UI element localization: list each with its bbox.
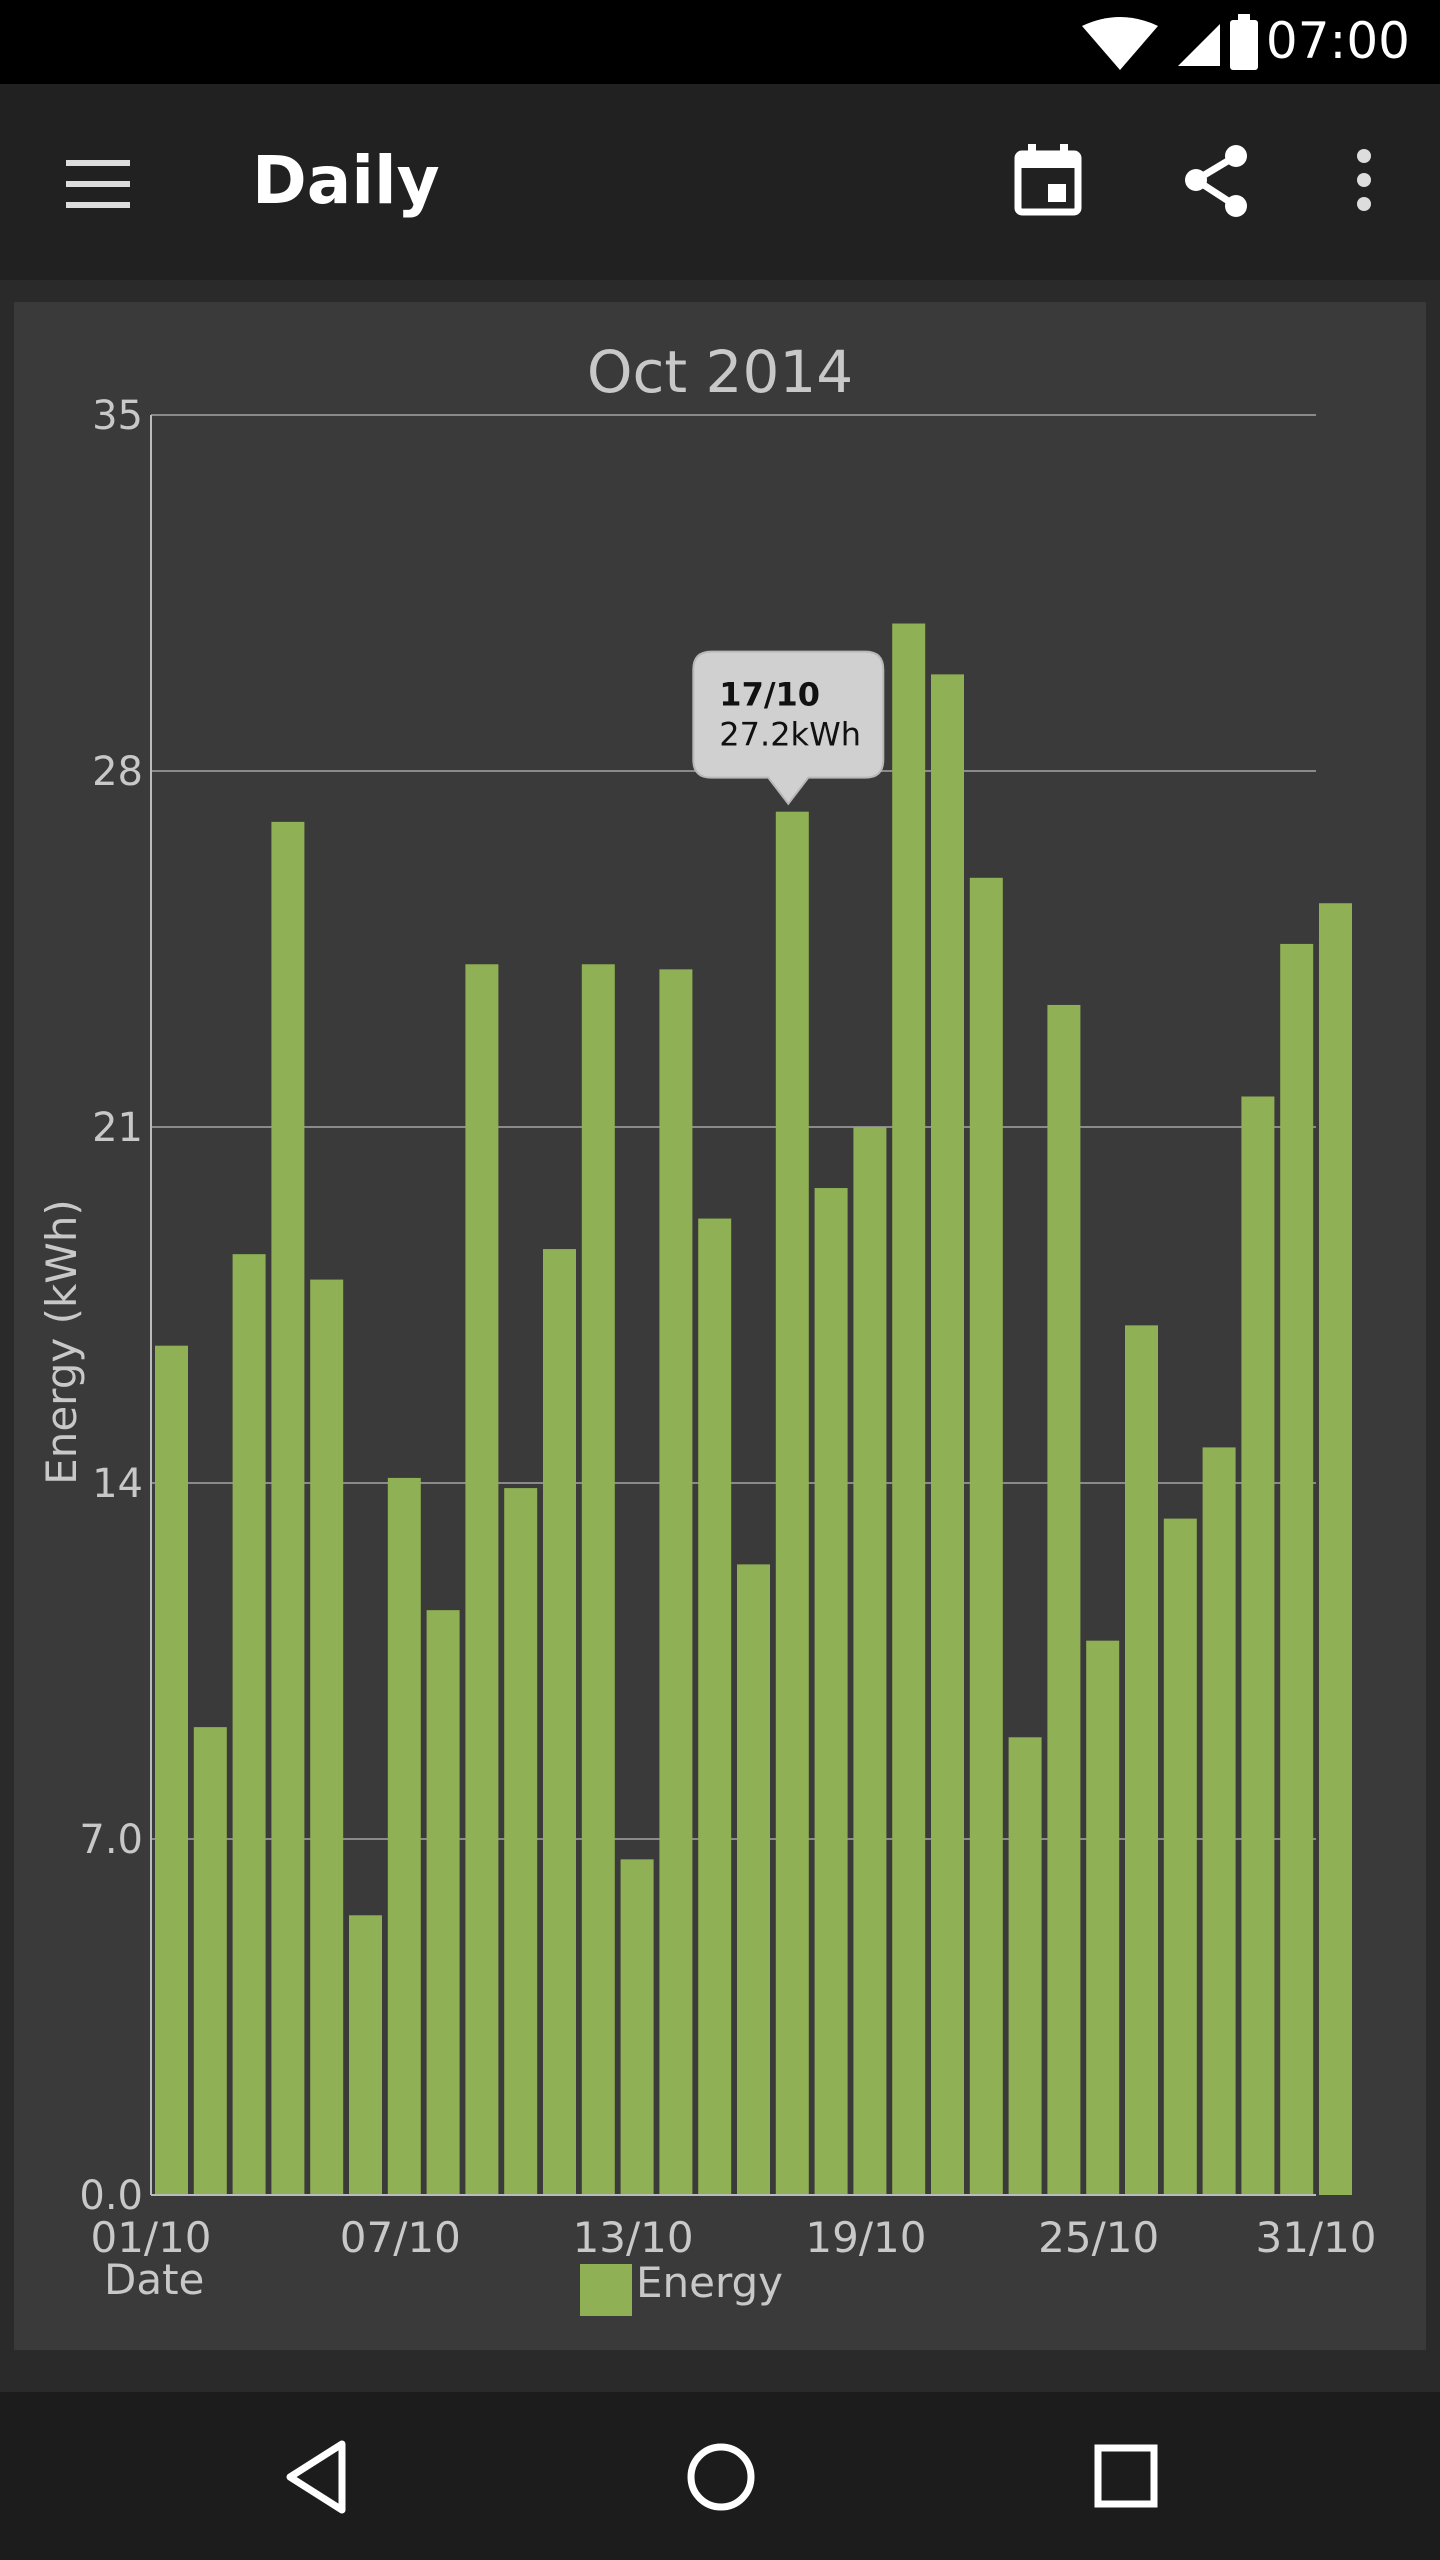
bar[interactable] bbox=[349, 1915, 382, 2195]
content-area: Oct 2014 0.0 7.0 14 21 28 35 01/10 07/10 13/10 1… bbox=[0, 280, 1440, 2392]
bar[interactable] bbox=[1008, 1737, 1042, 2195]
bar[interactable] bbox=[232, 1254, 266, 2195]
bar[interactable] bbox=[504, 1488, 538, 2195]
status-bar: 07:00 bbox=[0, 0, 1440, 84]
bar[interactable] bbox=[775, 811, 809, 2195]
x-tick-label: 31/10 bbox=[1255, 2213, 1376, 2262]
x-tick-labels: 01/10 07/10 13/10 19/10 25/10 31/10 bbox=[90, 2213, 1376, 2262]
bar[interactable] bbox=[310, 1279, 344, 2195]
bar[interactable] bbox=[931, 674, 964, 2195]
bar-series bbox=[155, 623, 1352, 2196]
bar[interactable] bbox=[892, 623, 926, 2195]
x-tick-label: 25/10 bbox=[1038, 2213, 1159, 2262]
battery-icon bbox=[1230, 20, 1258, 70]
x-tick-label: 01/10 bbox=[90, 2213, 211, 2262]
page-title: Daily bbox=[252, 142, 440, 219]
y-tick-labels: 0.0 7.0 14 21 28 35 bbox=[79, 393, 143, 2219]
chart-title: Oct 2014 bbox=[587, 338, 853, 406]
cell-signal-icon bbox=[1178, 24, 1220, 66]
calendar-icon[interactable] bbox=[1008, 140, 1092, 224]
y-tick-label: 35 bbox=[92, 393, 143, 439]
x-tick-label: 13/10 bbox=[573, 2213, 694, 2262]
grid-lines bbox=[151, 414, 1316, 1840]
bar[interactable] bbox=[1280, 943, 1314, 2195]
bar[interactable] bbox=[543, 1249, 576, 2195]
bar[interactable] bbox=[1047, 1004, 1081, 2195]
chart-card: Oct 2014 0.0 7.0 14 21 28 35 01/10 07/10 13/10 1… bbox=[14, 302, 1426, 2350]
bar[interactable] bbox=[465, 964, 499, 2196]
share-icon[interactable] bbox=[1176, 140, 1260, 224]
y-tick-label: 28 bbox=[92, 749, 143, 795]
y-tick-label: 0.0 bbox=[79, 2173, 143, 2219]
bar[interactable] bbox=[387, 1477, 421, 2195]
bar[interactable] bbox=[1125, 1325, 1158, 2195]
legend-swatch bbox=[580, 2264, 632, 2316]
status-icons bbox=[1082, 14, 1258, 70]
bar[interactable] bbox=[659, 969, 693, 2196]
tooltip-date: 17/10 bbox=[719, 676, 820, 714]
tooltip-value: 27.2kWh bbox=[719, 716, 861, 754]
y-tick-label: 21 bbox=[92, 1105, 143, 1151]
x-axis-label: Date bbox=[104, 2255, 204, 2304]
wifi-icon bbox=[1082, 17, 1158, 70]
bar[interactable] bbox=[426, 1610, 460, 2195]
bar[interactable] bbox=[620, 1859, 654, 2195]
tooltip: 17/10 27.2kWh bbox=[692, 650, 885, 806]
bar[interactable] bbox=[271, 821, 305, 2195]
home-icon[interactable] bbox=[676, 2432, 766, 2522]
bar[interactable] bbox=[1202, 1447, 1236, 2195]
y-tick-label: 7.0 bbox=[79, 1817, 143, 1863]
status-time: 07:00 bbox=[1265, 12, 1410, 70]
bar[interactable] bbox=[581, 964, 615, 2196]
y-axis-label: Energy (kWh) bbox=[37, 1199, 86, 1485]
menu-icon[interactable] bbox=[56, 142, 140, 226]
bar[interactable] bbox=[1163, 1518, 1197, 2195]
legend: Energy bbox=[580, 2258, 783, 2316]
legend-label: Energy bbox=[636, 2258, 783, 2307]
x-tick-label: 19/10 bbox=[805, 2213, 926, 2262]
navigation-bar bbox=[0, 2392, 1440, 2560]
bar[interactable] bbox=[737, 1564, 770, 2195]
bar[interactable] bbox=[969, 877, 1003, 2195]
recents-icon[interactable] bbox=[1082, 2432, 1172, 2522]
more-vert-icon[interactable] bbox=[1340, 140, 1390, 224]
bar[interactable] bbox=[193, 1727, 227, 2195]
x-tick-label: 07/10 bbox=[340, 2213, 461, 2262]
bar[interactable] bbox=[1319, 903, 1352, 2196]
tooltip-bubble bbox=[692, 650, 885, 806]
app-bar: Daily bbox=[0, 84, 1440, 280]
bar[interactable] bbox=[1241, 1096, 1275, 2195]
back-icon[interactable] bbox=[276, 2432, 360, 2522]
bar[interactable] bbox=[1086, 1640, 1120, 2195]
axes bbox=[150, 415, 1316, 2196]
energy-chart[interactable]: Oct 2014 0.0 7.0 14 21 28 35 01/10 07/10 13/10 1… bbox=[14, 302, 1426, 2350]
bar[interactable] bbox=[698, 1218, 732, 2195]
y-tick-label: 14 bbox=[92, 1461, 143, 1507]
bar[interactable] bbox=[814, 1188, 848, 2195]
bar[interactable] bbox=[155, 1345, 188, 2195]
bar[interactable] bbox=[853, 1127, 887, 2195]
